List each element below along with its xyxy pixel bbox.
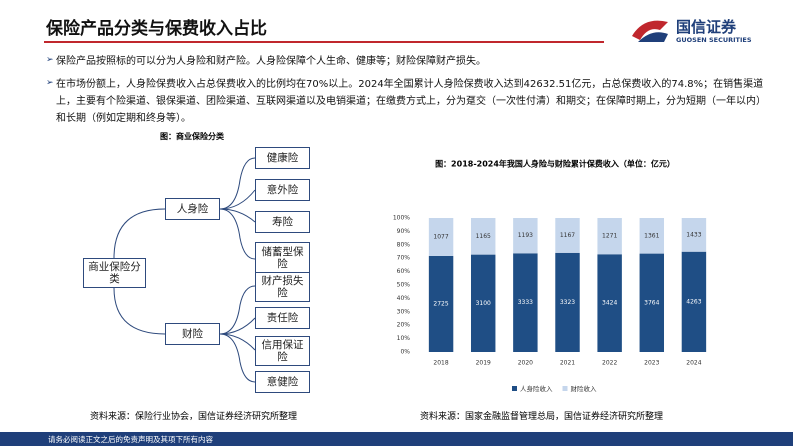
root-node: 商业保险分类 bbox=[83, 258, 146, 288]
bar-segment bbox=[470, 218, 496, 255]
title: 保险产品分类与保费收入占比 bbox=[46, 19, 267, 39]
x-tick-label: 2020 bbox=[518, 360, 533, 367]
bar-label: 1077 bbox=[433, 233, 448, 240]
chart-title: 图：2018-2024年我国人身险与财险累计保费收入（单位：亿元） bbox=[435, 159, 675, 169]
footer: 请务必阅读正文之后的免责声明及其项下所有内容 bbox=[48, 435, 213, 444]
bar-label: 1167 bbox=[560, 232, 575, 239]
bar-label: 1193 bbox=[518, 232, 533, 239]
leaf-node: 健康险 bbox=[255, 147, 310, 169]
bar-label: 3323 bbox=[560, 299, 575, 306]
y-tick-label: 60% bbox=[397, 268, 411, 275]
title-rule bbox=[44, 41, 604, 43]
leaf-node: 意健险 bbox=[255, 371, 310, 393]
legend-swatch bbox=[562, 386, 568, 391]
source: 资料来源：国家金融监督管理总局，国信证券经济研究所整理 bbox=[420, 412, 664, 422]
y-tick-label: 100% bbox=[393, 215, 410, 222]
y-tick-label: 10% bbox=[397, 335, 411, 342]
branch-node: 人身险 bbox=[165, 198, 220, 220]
bar-segment bbox=[597, 254, 622, 352]
bar-label: 4263 bbox=[686, 298, 701, 305]
leaf-node: 意外险 bbox=[255, 179, 310, 201]
bar-label: 1361 bbox=[644, 232, 659, 239]
y-tick-label: 80% bbox=[397, 241, 411, 248]
y-tick-label: 30% bbox=[397, 308, 411, 315]
bar-label: 3764 bbox=[644, 299, 659, 306]
diagram-caption: 图：商业保险分类 bbox=[160, 132, 224, 141]
x-tick-label: 2018 bbox=[433, 360, 448, 367]
bullet: 在市场份额上，人身险保费收入占总保费收入的比例均在70%以上。2024年全国累计… bbox=[56, 79, 766, 124]
leaf-node: 寿险 bbox=[255, 211, 310, 233]
legend-label: 财险收入 bbox=[571, 384, 598, 393]
x-tick-label: 2021 bbox=[560, 360, 575, 367]
bar-label: 1165 bbox=[476, 233, 491, 240]
bar-segment bbox=[681, 218, 707, 252]
bar-label: 3333 bbox=[518, 299, 533, 306]
bar-segment bbox=[555, 218, 580, 253]
legend-label: 人身险收入 bbox=[520, 384, 553, 393]
y-tick-label: 90% bbox=[397, 228, 411, 235]
bar-segment bbox=[681, 251, 707, 352]
bullet-icon: ➢ bbox=[46, 78, 54, 88]
bar-segment bbox=[555, 252, 580, 352]
y-tick-label: 70% bbox=[397, 255, 411, 262]
bar-segment bbox=[513, 218, 538, 254]
bar-segment bbox=[597, 218, 622, 255]
logo-mark bbox=[632, 20, 668, 42]
bar-label: 3100 bbox=[476, 300, 491, 307]
bar-label: 3424 bbox=[602, 300, 617, 307]
bullet: 保险产品按照标的可以分为人身险和财产险。人身险保障个人生命、健康等；财险保障财产… bbox=[56, 56, 486, 67]
x-tick-label: 2019 bbox=[476, 360, 491, 367]
legend-swatch bbox=[512, 386, 517, 391]
leaf-node: 财产损失险 bbox=[255, 272, 310, 302]
bar-segment bbox=[639, 218, 665, 254]
x-tick-label: 2022 bbox=[602, 360, 617, 367]
bullet-icon: ➢ bbox=[46, 55, 54, 65]
bar-label: 1271 bbox=[602, 233, 617, 240]
leaf-node: 责任险 bbox=[255, 307, 310, 329]
logo-en: GUOSEN SECURITIES bbox=[676, 36, 752, 44]
logo-cn: 国信证券 bbox=[676, 18, 737, 36]
leaf-node: 信用保证险 bbox=[255, 336, 310, 366]
y-tick-label: 20% bbox=[397, 322, 411, 329]
y-tick-label: 50% bbox=[397, 282, 411, 289]
bar-segment bbox=[513, 253, 538, 352]
y-tick-label: 40% bbox=[397, 295, 411, 302]
bar-segment bbox=[470, 254, 496, 352]
bar-label: 2725 bbox=[433, 300, 448, 307]
bar-segment bbox=[639, 253, 665, 352]
bar-segment bbox=[428, 255, 454, 352]
source: 资料来源：保险行业协会，国信证券经济研究所整理 bbox=[90, 412, 298, 422]
x-tick-label: 2023 bbox=[644, 360, 659, 367]
branch-node: 财险 bbox=[165, 323, 220, 345]
leaf-node: 储蓄型保险 bbox=[255, 242, 310, 274]
x-tick-label: 2024 bbox=[686, 360, 701, 367]
bar-segment bbox=[428, 218, 454, 256]
bar-label: 1433 bbox=[686, 231, 701, 238]
footer-bar bbox=[0, 432, 793, 446]
y-tick-label: 0% bbox=[400, 349, 410, 356]
